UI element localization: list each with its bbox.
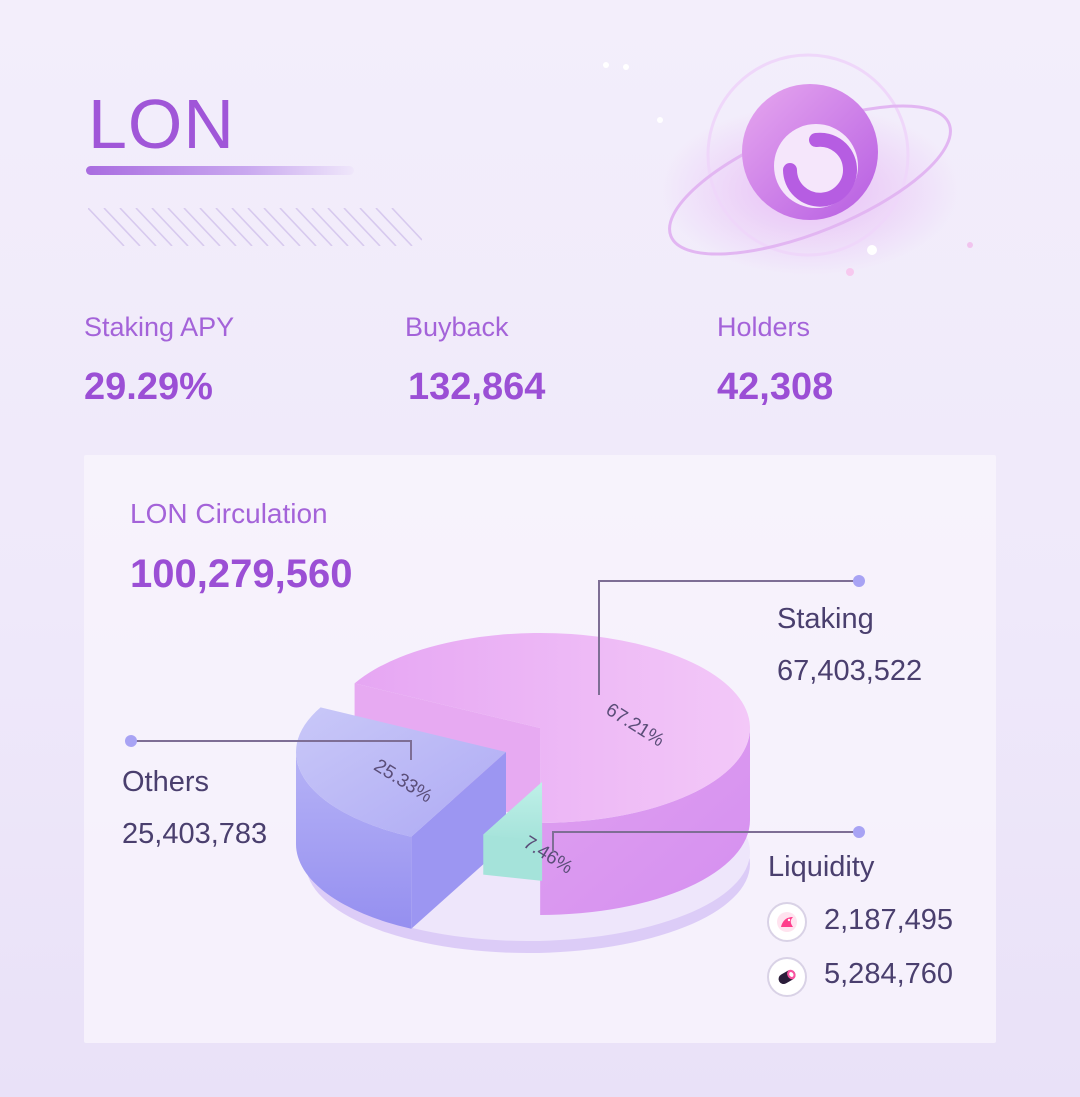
stat-label-buyback: Buyback: [405, 312, 509, 342]
pie-slice-staking-side: [540, 728, 750, 915]
stat-value-staking-apy: 29.29%: [84, 366, 213, 408]
liquidity-uniswap-value: 2,187,495: [824, 904, 954, 936]
legend-others-name: Others: [122, 766, 210, 798]
sushiswap-sushi-icon: [767, 957, 807, 997]
stat-label-holders: Holders: [717, 312, 811, 342]
staking-leader-dot: [853, 575, 865, 587]
hatch-decoration: [88, 208, 422, 246]
uniswap-unicorn-icon: [767, 902, 807, 942]
sparkle-dot: [623, 64, 629, 70]
liquidity-leader-dot: [853, 826, 865, 838]
legend-staking-value: 67,403,522: [777, 655, 923, 687]
pie-slice-others-wall: [411, 752, 506, 929]
pie-slice-liquidity: [483, 782, 543, 841]
circulation-label: LON Circulation: [130, 498, 328, 529]
stat-label-staking-apy: Staking APY: [84, 312, 235, 342]
pie-slice-others-side: [296, 752, 412, 929]
legend-others-value: 25,403,783: [122, 818, 268, 850]
legend-staking-name: Staking: [777, 603, 874, 635]
staking-leader-line: [598, 580, 859, 695]
sparkle-dot: [603, 62, 609, 68]
liquidity-leader-line: [552, 831, 859, 852]
stat-value-holders: 42,308: [717, 366, 834, 408]
legend-liquidity-name: Liquidity: [768, 851, 875, 883]
liquidity-sushiswap-value: 5,284,760: [824, 958, 954, 990]
pie-slice-others: [295, 707, 506, 837]
circulation-value: 100,279,560: [130, 552, 353, 596]
others-leader-dot: [125, 735, 137, 747]
title-underline: [86, 166, 354, 175]
stat-value-buyback: 132,864: [408, 366, 546, 408]
others-leader-line: [131, 740, 412, 760]
pie-slice-staking: [354, 633, 750, 823]
page-title: LON: [88, 85, 235, 163]
lon-logo-icon: [657, 53, 973, 276]
